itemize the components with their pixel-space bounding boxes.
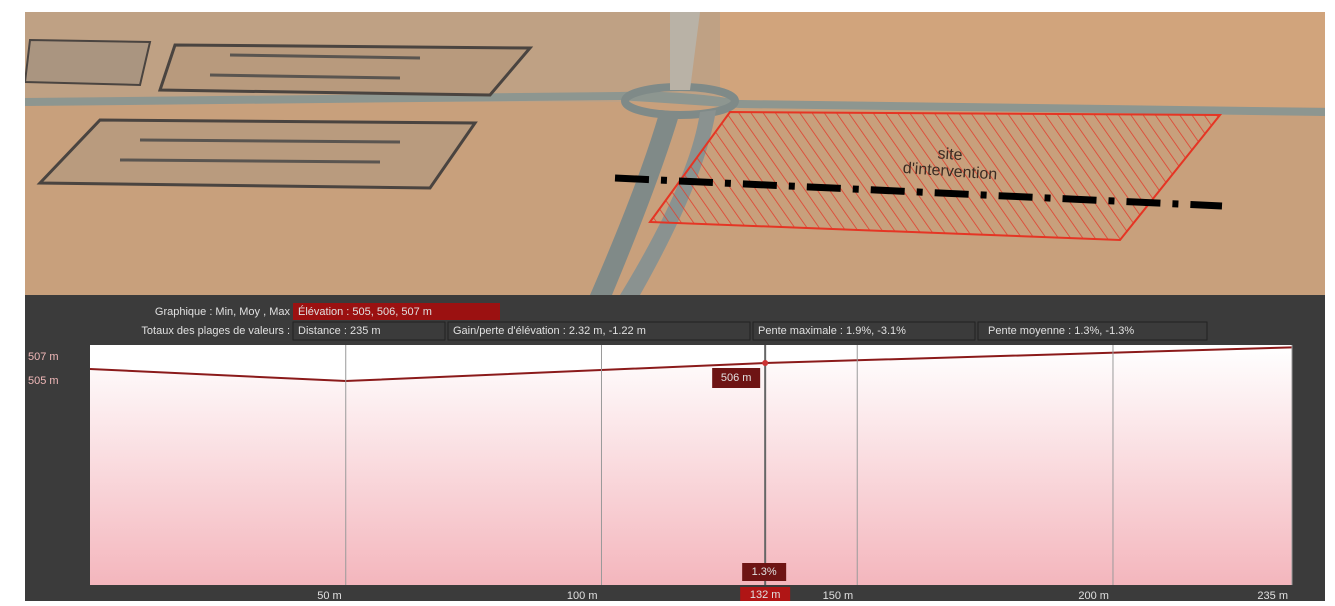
x-tick-label: 200 m bbox=[1078, 590, 1109, 601]
cursor-elevation-label: 506 m bbox=[721, 372, 752, 384]
cursor-point bbox=[762, 360, 769, 366]
elevation-box bbox=[293, 303, 500, 320]
gain-stat: Gain/perte d'élévation : 2.32 m, -1.22 m bbox=[453, 325, 646, 337]
profile-line bbox=[89, 346, 1293, 383]
stat-box bbox=[292, 321, 446, 341]
distance-stat: Distance : 235 m bbox=[298, 325, 381, 337]
mean-slope-stat: Pente moyenne : 1.3%, -1.3% bbox=[988, 325, 1134, 337]
max-slope-stat: Pente maximale : 1.9%, -3.1% bbox=[758, 325, 906, 337]
cursor-x-box bbox=[740, 587, 791, 601]
cursor-slope-label: 1.3% bbox=[752, 566, 777, 578]
x-tick-label: 100 m bbox=[567, 590, 598, 601]
site-label: site bbox=[937, 145, 963, 164]
stat-box bbox=[977, 321, 1208, 341]
stat-box bbox=[752, 321, 976, 341]
graph-label: Graphique : Min, Moy , Max bbox=[155, 306, 291, 318]
area-fill bbox=[90, 347, 1292, 585]
y-tick-label: 507 m bbox=[28, 351, 59, 363]
y-tick-label: 505 m bbox=[28, 375, 59, 387]
site-label: d'intervention bbox=[902, 160, 998, 184]
stat-box bbox=[447, 321, 751, 341]
cursor-slope-box bbox=[742, 563, 787, 581]
elevation-stat: Élévation : 505, 506, 507 m bbox=[298, 305, 432, 318]
x-tick-label: 150 m bbox=[823, 590, 854, 601]
totals-label: Totaux des plages de valeurs : bbox=[141, 325, 290, 337]
satellite-map: site d'intervention bbox=[25, 12, 1325, 295]
cursor-x-label: 132 m bbox=[750, 589, 781, 601]
cursor-elevation-box bbox=[712, 368, 761, 388]
x-tick-label: 50 m bbox=[317, 590, 341, 601]
x-tick-label: 235 m bbox=[1257, 590, 1288, 601]
